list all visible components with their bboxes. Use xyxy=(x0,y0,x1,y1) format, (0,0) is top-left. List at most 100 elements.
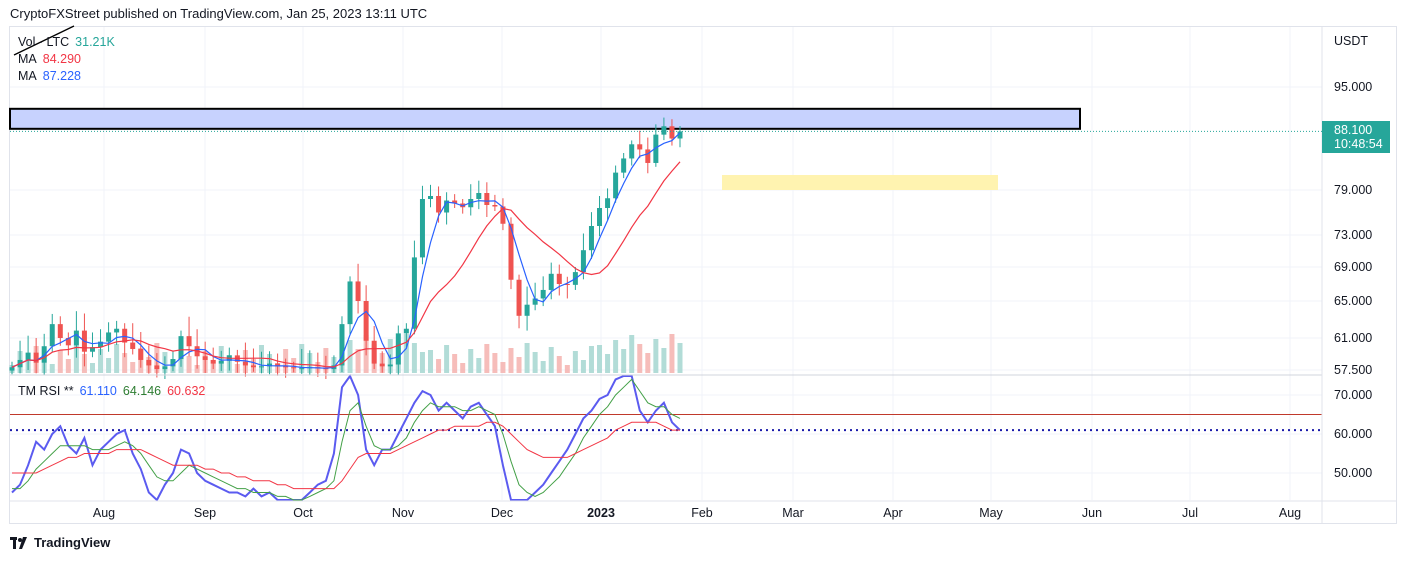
candle-body xyxy=(548,273,554,290)
candle-body xyxy=(492,205,498,207)
volume-bar xyxy=(419,352,425,373)
candle-body xyxy=(57,324,63,338)
candle-body xyxy=(73,330,79,346)
rsi-tick-label: 60.000 xyxy=(1334,427,1372,441)
candle-body xyxy=(65,338,71,346)
tradingview-logo-icon xyxy=(10,536,27,549)
rsi-v2: 64.146 xyxy=(122,384,162,398)
tradingview-footer[interactable]: TradingView xyxy=(10,535,110,550)
candle-body xyxy=(258,366,264,368)
volume-bar xyxy=(194,365,200,373)
volume-bar xyxy=(540,361,546,373)
candle-body xyxy=(9,367,15,371)
price-tag-countdown: 10:48:54 xyxy=(1334,137,1383,151)
candle-body xyxy=(347,281,353,325)
candle-body xyxy=(379,363,385,367)
price-tick-label: 73.000 xyxy=(1334,228,1372,242)
ma1-legend: MA 84.290 xyxy=(18,51,87,68)
volume-bar xyxy=(444,345,450,373)
volume-bar xyxy=(114,344,120,373)
volume-bar xyxy=(645,353,651,373)
ma1-value: 84.290 xyxy=(42,52,81,66)
volume-bar xyxy=(411,343,417,373)
ma-slow-line xyxy=(11,161,681,368)
time-tick-label: Dec xyxy=(491,506,513,520)
candle-body xyxy=(186,336,192,347)
candle-body xyxy=(476,193,482,199)
candle-body xyxy=(669,126,675,139)
candle-body xyxy=(33,352,39,363)
candle-body xyxy=(403,328,409,334)
rsi-legend: TM RSI ** 61.110 64.146 60.632 xyxy=(18,383,211,400)
candle-body xyxy=(170,359,176,367)
candle-body xyxy=(106,332,112,342)
rsi-slow-line xyxy=(12,421,680,490)
time-tick-label: 2023 xyxy=(587,506,615,520)
volume-bar xyxy=(524,343,530,373)
candle-body xyxy=(122,328,128,343)
candle-body xyxy=(114,328,120,333)
volume-bar xyxy=(428,350,434,373)
candle-body xyxy=(339,324,345,366)
candle-body xyxy=(41,346,47,363)
volume-bar xyxy=(669,334,675,373)
volume-bar xyxy=(106,358,112,373)
candle-body xyxy=(436,196,442,213)
grid-lines xyxy=(10,27,1322,500)
price-tick-label: 61.000 xyxy=(1334,331,1372,345)
candle-body xyxy=(146,359,152,366)
axes: USDT 95.000 79.000 73.000 69.000 65.000 61.000… xyxy=(10,25,1396,524)
candle-body xyxy=(202,356,208,360)
volume-bar xyxy=(653,339,659,373)
support-zone-yellow xyxy=(722,175,998,190)
candle-body xyxy=(444,200,450,213)
candle-body xyxy=(516,279,522,316)
volume-bar xyxy=(73,345,79,373)
candle-body xyxy=(299,368,305,370)
volume-bar xyxy=(605,354,611,373)
candle-body xyxy=(363,301,369,341)
candle-body xyxy=(532,298,538,305)
candle-body xyxy=(508,223,514,280)
candle-body xyxy=(524,304,530,316)
volume-bar xyxy=(677,343,683,373)
candle-body xyxy=(138,348,144,360)
ma2-legend: MA 87.228 xyxy=(18,68,87,85)
volume-bar xyxy=(355,349,361,373)
volume-bar xyxy=(629,335,635,373)
candle-body xyxy=(411,257,417,329)
price-tag xyxy=(1322,121,1390,153)
candle-body xyxy=(500,206,506,224)
time-tick-label: Oct xyxy=(293,506,313,520)
volume-bar xyxy=(621,349,627,373)
candle-body xyxy=(130,342,136,349)
ma2-label: MA xyxy=(18,69,37,83)
time-tick-label: Sep xyxy=(194,506,216,520)
volume-bar xyxy=(186,356,192,373)
rsi-tick-label: 70.000 xyxy=(1334,388,1372,402)
time-tick-label: Mar xyxy=(782,506,804,520)
rsi-line xyxy=(11,373,681,502)
volume-bar xyxy=(500,362,506,373)
candle-body xyxy=(218,360,224,364)
time-tick-label: May xyxy=(979,506,1003,520)
footer-brand: TradingView xyxy=(34,535,111,550)
candle-body xyxy=(653,134,659,163)
candle-body xyxy=(605,198,611,208)
volume-bar xyxy=(492,353,498,373)
volume-bar xyxy=(588,346,594,373)
candle-body xyxy=(387,364,393,367)
resistance-zone-blue xyxy=(9,107,1081,130)
volume-bar xyxy=(661,348,667,373)
candle-body xyxy=(283,366,289,368)
candle-body xyxy=(267,363,273,367)
candle-body xyxy=(621,158,627,173)
volume-bar xyxy=(65,359,71,373)
trend-line xyxy=(13,25,75,56)
moving-averages xyxy=(11,132,681,369)
candle-body xyxy=(371,340,377,364)
price-tick-label: 69.000 xyxy=(1334,260,1372,274)
candle-body xyxy=(355,281,361,301)
volume-bar xyxy=(452,354,458,373)
